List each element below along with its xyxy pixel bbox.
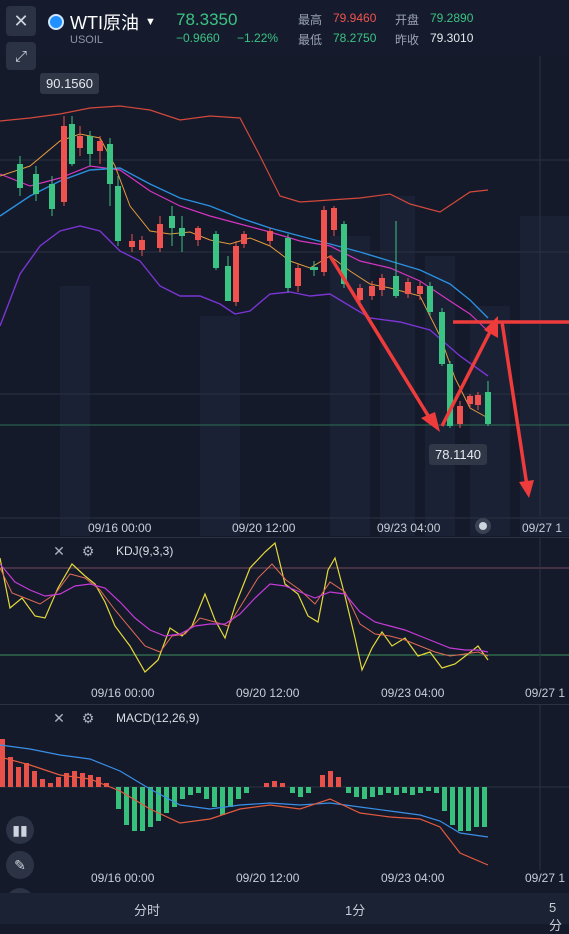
kdj-date-2: 09/20 12:00 bbox=[236, 686, 300, 700]
close-kdj-icon[interactable]: ✕ bbox=[53, 542, 65, 559]
low-value: 78.2750 bbox=[333, 31, 377, 45]
macd-title: MACD(12,26,9) bbox=[116, 711, 200, 725]
main-date-3: 09/23 04:00 bbox=[377, 521, 441, 535]
price-change: −0.9660 bbox=[176, 31, 220, 45]
macd-chart[interactable] bbox=[0, 705, 569, 891]
close-icon[interactable]: ✕ bbox=[6, 6, 36, 36]
quote-header: ✕ ⤢ WTI原油 ▼ USOIL 78.3350 −0.9660 −1.22%… bbox=[0, 0, 569, 70]
open-value: 79.2890 bbox=[430, 11, 474, 25]
macd-date-4: 09/27 1 bbox=[525, 871, 566, 885]
kdj-title: KDJ(9,3,3) bbox=[116, 544, 174, 558]
symbol-selector[interactable]: WTI原油 ▼ bbox=[48, 9, 156, 35]
macd-settings-icon[interactable]: ⚙ bbox=[81, 709, 95, 726]
open-label: 开盘 bbox=[395, 13, 420, 27]
expand-icon[interactable]: ⤢ bbox=[6, 42, 36, 70]
candlestick-icon[interactable]: ▮▮ bbox=[6, 816, 34, 844]
main-date-2: 09/20 12:00 bbox=[232, 521, 296, 535]
separator bbox=[0, 704, 569, 705]
separator bbox=[0, 537, 569, 538]
high-value: 79.9460 bbox=[333, 11, 377, 25]
last-price: 78.3350 bbox=[176, 10, 238, 29]
pencil-icon[interactable]: ✎ bbox=[6, 851, 34, 879]
macd-date-2: 09/20 12:00 bbox=[236, 871, 300, 885]
macd-date-1: 09/16 00:00 bbox=[91, 871, 155, 885]
prev-close-label: 昨收 bbox=[395, 33, 420, 47]
max-price-tag: 90.1560 bbox=[40, 73, 99, 94]
symbol-code: USOIL bbox=[70, 34, 104, 46]
prev-close-value: 79.3010 bbox=[430, 31, 474, 45]
kdj-settings-icon[interactable]: ⚙ bbox=[81, 542, 95, 559]
tab-1min[interactable]: 1分 bbox=[345, 903, 366, 918]
price-change-pct: −1.22% bbox=[237, 31, 279, 45]
kdj-date-4: 09/27 1 bbox=[525, 686, 566, 700]
symbol-name: WTI原油 bbox=[70, 13, 139, 33]
price-chart[interactable] bbox=[0, 56, 569, 536]
min-price-tag: 78.1140 bbox=[429, 444, 488, 465]
main-date-4: 09/27 1 bbox=[522, 521, 563, 535]
low-label: 最低 bbox=[298, 33, 323, 47]
kdj-chart[interactable] bbox=[0, 538, 569, 706]
main-date-1: 09/16 00:00 bbox=[88, 521, 152, 535]
macd-date-3: 09/23 04:00 bbox=[381, 871, 445, 885]
chevron-down-icon: ▼ bbox=[145, 16, 156, 28]
tab-5min[interactable]: 5分 bbox=[549, 900, 563, 933]
period-bar: 分时 1分 5分 bbox=[0, 893, 569, 933]
kdj-date-1: 09/16 00:00 bbox=[91, 686, 155, 700]
symbol-logo-icon bbox=[48, 14, 64, 30]
kdj-date-3: 09/23 04:00 bbox=[381, 686, 445, 700]
close-macd-icon[interactable]: ✕ bbox=[53, 709, 65, 726]
high-label: 最高 bbox=[298, 13, 323, 27]
annotation-arrows bbox=[328, 255, 569, 498]
tab-timeshare[interactable]: 分时 bbox=[134, 903, 161, 918]
